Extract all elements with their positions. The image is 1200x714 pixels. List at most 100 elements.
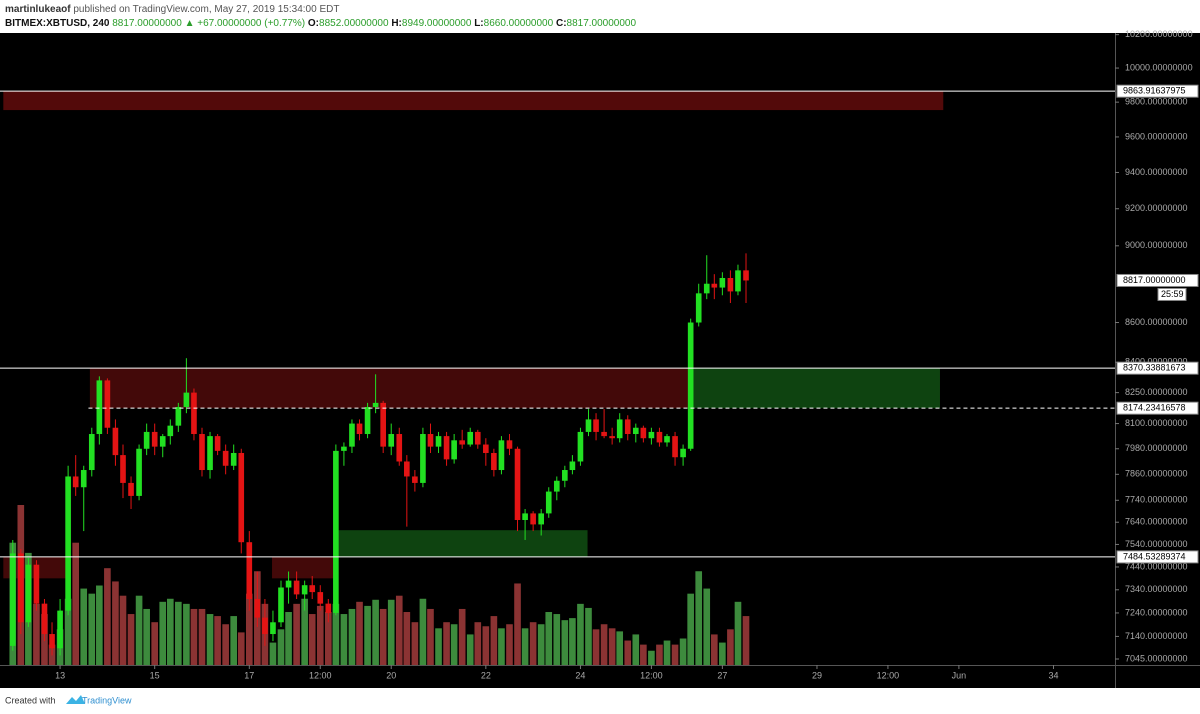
volume-bar (514, 583, 521, 665)
volume-bar (703, 588, 711, 665)
y-tick-label: 9000.00000000 (1125, 240, 1188, 250)
volume-bar (183, 603, 190, 665)
candle-body (317, 592, 324, 604)
candle-body (672, 436, 678, 458)
price-label-box (1116, 273, 1199, 287)
volume-bar (411, 622, 419, 665)
symbol-line: BITMEX:XBTUSD, 240 8817.00000000 ▲ +67.0… (5, 18, 636, 29)
y-tick-label: 8600.00000000 (1125, 317, 1188, 327)
volume-bar (88, 593, 96, 665)
volume-bar (127, 614, 135, 665)
x-tick-label: 24 (575, 670, 585, 680)
candle-body (412, 476, 418, 483)
x-tick-label: 13 (55, 670, 65, 680)
candle-body (522, 513, 528, 521)
candle-body (498, 440, 505, 471)
candle-body (624, 419, 631, 435)
volume-bar (569, 618, 576, 665)
zone (272, 556, 335, 579)
candle-body (41, 603, 48, 635)
volume-bar (490, 616, 498, 665)
candle-body (278, 587, 284, 623)
y-tick-label: 8250.00000000 (1125, 387, 1188, 397)
x-tick-label: 12:00 (309, 670, 332, 680)
level-label: 8174.23416578 (1123, 403, 1186, 413)
candle-body (396, 434, 403, 462)
candle-body (585, 419, 592, 432)
level-label-box (1116, 401, 1199, 415)
candle-body (640, 427, 647, 439)
candle-body (80, 470, 87, 488)
zone (3, 91, 944, 111)
volume-bar (656, 644, 663, 665)
candle-body (285, 580, 292, 588)
candle-body (506, 440, 513, 449)
candle-body (443, 436, 450, 460)
x-tick-label: 20 (386, 670, 396, 680)
ohlc-key: C: (556, 18, 567, 29)
ohlc-key: L: (474, 18, 483, 29)
volume-bar (592, 629, 600, 665)
candle-body (262, 617, 268, 635)
publish-line: martinlukeaof published on TradingView.c… (5, 4, 339, 15)
candle-body (65, 476, 71, 611)
level-label: 9863.91637975 (1123, 86, 1186, 96)
footer-text: Created with (5, 695, 56, 705)
y-tick-label: 7240.00000000 (1125, 607, 1188, 617)
ohlc-value: 8852.00000000 (319, 18, 389, 29)
candle-body (404, 461, 410, 477)
candle-body (199, 434, 205, 471)
volume-bar (379, 608, 387, 665)
candle-body (577, 431, 584, 462)
volume-bar (175, 601, 182, 665)
y-tick-label: 7440.00000000 (1125, 561, 1188, 571)
countdown: 25:59 (1161, 289, 1184, 299)
candle-body (467, 431, 474, 445)
candle-body (680, 448, 686, 458)
volume-bar (166, 598, 174, 665)
volume-bar (96, 585, 103, 665)
volume-bar (648, 650, 655, 665)
candle-body (483, 444, 489, 453)
candle-body (632, 427, 639, 435)
level-label: 7484.53289374 (1123, 551, 1186, 561)
candle-body (238, 452, 245, 543)
y-tick-label: 7140.00000000 (1125, 631, 1188, 641)
y-tick-label: 7340.00000000 (1125, 584, 1188, 594)
candle-body (151, 431, 158, 447)
volume-bar (308, 614, 316, 665)
candle-body (727, 277, 734, 292)
candle-body (49, 634, 55, 649)
candle-body (159, 436, 166, 447)
y-tick-label: 8100.00000000 (1125, 418, 1188, 428)
level-label-box (1116, 84, 1199, 98)
candle-body (222, 450, 229, 466)
x-tick-label: 29 (812, 670, 822, 680)
candle-body (191, 392, 197, 435)
candle-body (33, 564, 40, 604)
ohlc-value: 8949.00000000 (402, 18, 472, 29)
candle-body (687, 322, 694, 449)
candle-body (57, 610, 63, 649)
volume-bar (372, 599, 379, 665)
candle-body (451, 440, 457, 460)
candle-body (214, 436, 221, 451)
plot: 10200.00000000 10000.00000000 9800.0000000… (0, 29, 1199, 680)
volume-bar (640, 644, 647, 665)
logo (66, 695, 85, 704)
volume-bar (112, 581, 119, 665)
volume-bar (561, 620, 569, 665)
x-tick-label: 12:00 (877, 670, 900, 680)
volume-bar (269, 642, 277, 665)
y-tick-label: 10000.00000000 (1125, 62, 1193, 72)
volume-bar (198, 608, 206, 665)
volume-bar (356, 601, 363, 665)
volume-bar (577, 603, 584, 665)
volume-bar (742, 616, 750, 665)
volume-bar (585, 607, 592, 665)
volume-bar (482, 626, 490, 665)
y-tick-label: 7640.00000000 (1125, 517, 1188, 527)
candle-body (175, 406, 182, 426)
volume-bar (450, 624, 458, 665)
y-tick-label: 7860.00000000 (1125, 469, 1188, 479)
